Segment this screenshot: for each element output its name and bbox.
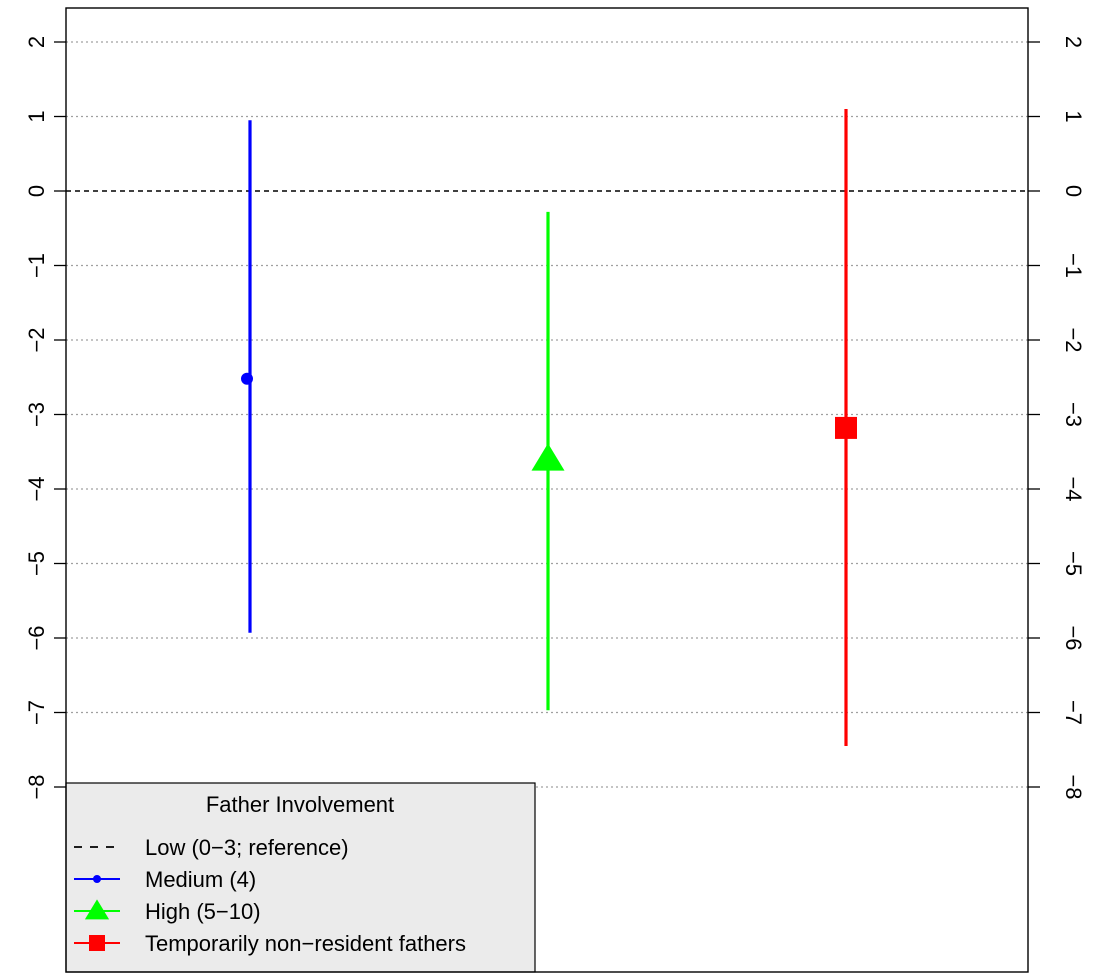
legend-label: Low (0−3; reference) xyxy=(145,835,349,860)
y-tick-label-right: −7 xyxy=(1061,700,1086,725)
y-tick-label-left: −7 xyxy=(24,700,49,725)
y-tick-label-left: −8 xyxy=(24,774,49,799)
legend-entries: Low (0−3; reference) Medium (4) High (5−10… xyxy=(74,835,466,956)
legend-title: Father Involvement xyxy=(206,792,394,817)
y-tick-label-left: 2 xyxy=(24,36,49,48)
legend-marker-circle xyxy=(93,875,101,883)
legend-marker-triangle xyxy=(84,899,110,920)
series-layer xyxy=(241,109,857,747)
y-tick-label-right: −3 xyxy=(1061,402,1086,427)
y-tick-label-right: −8 xyxy=(1061,774,1086,799)
y-tick-label-left: −4 xyxy=(24,476,49,501)
legend: Father Involvement Low (0−3; reference) M… xyxy=(65,782,536,973)
legend-marker-square xyxy=(89,935,105,951)
point-estimate-triangle xyxy=(531,443,565,471)
y-tick-label-left: −6 xyxy=(24,625,49,650)
y-tick-label-right: 1 xyxy=(1061,110,1086,122)
point-estimate-square xyxy=(835,416,857,439)
y-tick-label-right: 0 xyxy=(1061,185,1086,197)
y-tick-label-left: −2 xyxy=(24,327,49,352)
y-tick-label-left: −1 xyxy=(24,253,49,278)
y-tick-label-right: 2 xyxy=(1061,36,1086,48)
legend-label: Medium (4) xyxy=(145,867,256,892)
y-tick-label-right: −1 xyxy=(1061,253,1086,278)
y-axis-left: 2 1 0 −1 −2 −3 −4 −5 −6 −7 −8 xyxy=(24,36,66,800)
legend-label: High (5−10) xyxy=(145,899,261,924)
legend-label: Temporarily non−resident fathers xyxy=(145,931,466,956)
y-tick-label-right: −2 xyxy=(1061,327,1086,352)
plot-frame xyxy=(65,7,1029,973)
y-tick-label-left: 0 xyxy=(24,185,49,197)
y-tick-label-right: −6 xyxy=(1061,625,1086,650)
y-tick-label-left: −3 xyxy=(24,402,49,427)
y-tick-label-left: −5 xyxy=(24,551,49,576)
point-estimate-circle xyxy=(241,372,253,385)
y-tick-label-right: −5 xyxy=(1061,551,1086,576)
legend-box xyxy=(65,782,536,973)
y-axis-right: 2 1 0 −1 −2 −3 −4 −5 −6 −7 −8 xyxy=(1028,36,1086,800)
y-tick-label-left: 1 xyxy=(24,110,49,122)
y-tick-label-right: −4 xyxy=(1061,476,1086,501)
